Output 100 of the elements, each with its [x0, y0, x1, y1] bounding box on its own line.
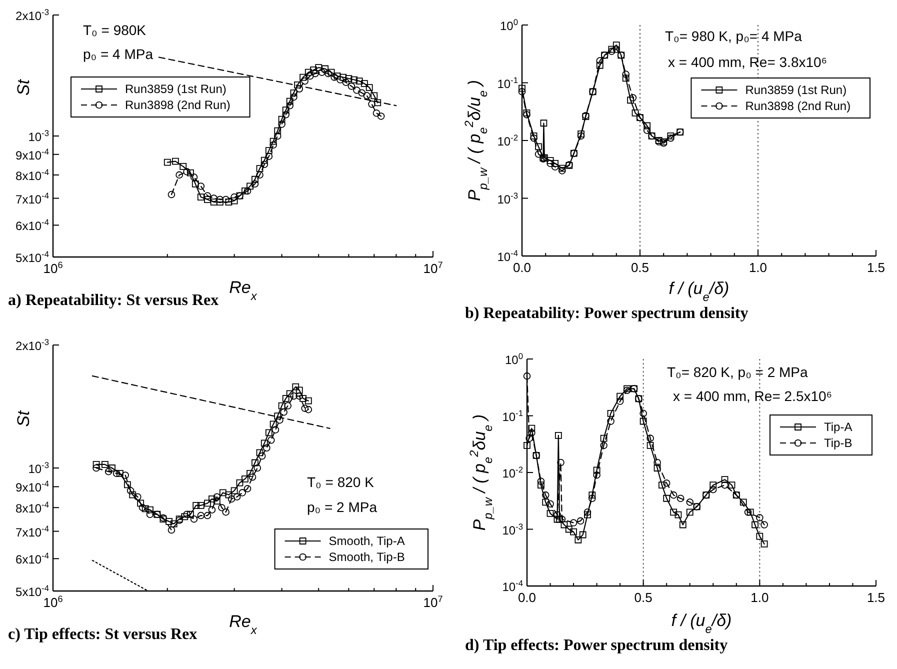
point — [640, 418, 647, 425]
point — [608, 46, 616, 53]
point — [584, 508, 592, 516]
point — [612, 42, 620, 48]
point — [578, 130, 584, 138]
point — [740, 498, 747, 506]
text: a) Repeatability: St versus Rex — [8, 292, 219, 309]
point — [540, 120, 548, 127]
point — [535, 143, 542, 150]
x-tick-label: 1.0 — [748, 260, 768, 275]
point — [622, 70, 630, 78]
x-tick-label: 0.5 — [630, 260, 650, 275]
y-tick-label: 10$^{0}$ — [504, 351, 524, 367]
y-tick-label: 10$^{-1}$ — [497, 74, 518, 91]
point — [584, 511, 591, 518]
y-axis-title: St — [14, 78, 33, 96]
point — [624, 385, 630, 392]
point — [622, 74, 630, 82]
point — [756, 514, 764, 522]
point — [579, 531, 586, 538]
point — [667, 134, 674, 142]
y-tick-label: 6x10$^{-4}$ — [16, 217, 50, 234]
annotation: T₀= 820 K, p₀ = 2 MPa — [667, 364, 808, 380]
point — [709, 486, 717, 494]
x-tick-label: 10$^{7}$ — [423, 260, 443, 276]
point — [721, 481, 728, 489]
annotation: T₀ = 980K — [83, 22, 147, 38]
point — [593, 466, 600, 474]
point — [721, 476, 728, 484]
point — [627, 96, 634, 104]
point — [616, 398, 624, 405]
point — [674, 511, 682, 518]
legend-label: Run3859 (1st Run) — [745, 83, 847, 97]
point — [600, 442, 608, 450]
point — [546, 510, 554, 517]
point — [654, 464, 661, 472]
text: d) Tip effects: Power spectrum density — [465, 637, 728, 654]
y-tick-label: 10$^{-1}$ — [502, 408, 524, 424]
point — [554, 432, 562, 439]
point — [746, 508, 754, 516]
point — [530, 132, 538, 140]
point — [577, 132, 585, 140]
point — [728, 482, 736, 489]
point — [588, 494, 596, 502]
y-tick-label: 2x10$^{-3}$ — [16, 337, 50, 353]
point — [554, 516, 561, 523]
x-tick-label: 10$^{7}$ — [423, 594, 443, 610]
annotation: p₀ = 4 MPa — [83, 46, 154, 62]
legend-label: Tip-A — [824, 420, 852, 434]
legend-label: Smooth, Tip-A — [328, 534, 405, 548]
point — [537, 478, 545, 485]
x-tick-label: 1.0 — [750, 590, 769, 605]
point — [643, 126, 651, 134]
point — [658, 482, 666, 489]
point — [670, 491, 678, 499]
point — [523, 109, 530, 116]
point — [542, 498, 550, 506]
text: c) Tip effects: St versus Rex — [8, 626, 198, 643]
point — [546, 157, 554, 164]
y-tick-label: 8x10$^{-4}$ — [16, 166, 50, 183]
point — [670, 508, 678, 516]
point — [530, 134, 538, 142]
point — [623, 386, 631, 394]
y-tick-label: 10$^{-3}$ — [497, 190, 518, 206]
point — [760, 540, 768, 548]
point — [676, 494, 684, 502]
point — [565, 526, 572, 533]
y-tick-label: 10$^{-2}$ — [502, 464, 524, 480]
point — [756, 532, 764, 540]
annotation: x = 400 mm, Re= 3.8x10⁶ — [668, 54, 828, 70]
y-tick-label: 8x10$^{-4}$ — [16, 500, 50, 516]
point — [570, 519, 578, 526]
point — [616, 392, 624, 400]
y-tick-label: 9x10$^{-4}$ — [16, 146, 50, 162]
point — [596, 57, 604, 64]
y-tick-label: 7x10$^{-4}$ — [16, 523, 50, 540]
text: b) Repeatability: Power spectrum density — [465, 305, 748, 322]
legend-label: Run3898 (2nd Run) — [125, 98, 230, 112]
x-axis-title: f / (u$_{e}$/δ) — [668, 279, 730, 304]
point — [632, 109, 639, 116]
point — [538, 482, 544, 489]
point — [744, 508, 752, 516]
point — [558, 167, 566, 174]
legend-label: Tip-B — [824, 436, 852, 450]
point — [686, 498, 694, 506]
point — [629, 94, 637, 102]
point — [662, 479, 670, 487]
point — [607, 418, 614, 425]
x-tick-label: 1.5 — [866, 590, 886, 605]
annotation: x = 400 mm, Re= 2.5x10⁶ — [673, 388, 832, 404]
point — [608, 48, 616, 55]
y-tick-label: 2x10$^{-3}$ — [16, 7, 50, 23]
x-tick-label: 1.5 — [866, 260, 886, 275]
point — [752, 521, 758, 528]
point — [710, 482, 717, 489]
point — [667, 132, 674, 140]
y-tick-label: 10$^{0}$ — [500, 17, 518, 33]
y-axis-title: St — [14, 409, 33, 427]
point — [523, 111, 530, 118]
annotation: T₀ = 820 K — [307, 474, 375, 490]
